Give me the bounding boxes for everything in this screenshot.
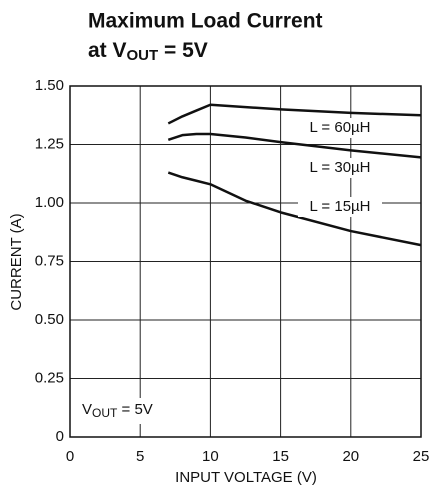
x-tick-label: 15 bbox=[272, 448, 289, 465]
x-tick-label: 20 bbox=[342, 448, 359, 465]
series-line bbox=[167, 132, 422, 159]
y-tick-label: 0.75 bbox=[35, 252, 64, 269]
y-tick-label: 1.50 bbox=[35, 77, 64, 94]
label-background bbox=[298, 158, 382, 178]
y-tick-label: 0.25 bbox=[35, 369, 64, 386]
series-label: L = 15µH bbox=[309, 198, 370, 215]
x-tick-label: 25 bbox=[413, 448, 430, 465]
chart-title: Maximum Load Current bbox=[88, 10, 323, 33]
annotation-subscript: OUT bbox=[92, 406, 118, 420]
series-line bbox=[167, 103, 422, 125]
subtitle-part: = 5V bbox=[158, 39, 208, 62]
x-tick-label: 10 bbox=[202, 448, 219, 465]
x-axis-label: INPUT VOLTAGE (V) bbox=[175, 469, 317, 486]
series-line bbox=[167, 171, 422, 247]
chart-subtitle: at VOUT = 5V bbox=[88, 39, 208, 64]
y-tick-label: 0.50 bbox=[35, 311, 64, 328]
x-tick-label: 5 bbox=[136, 448, 144, 465]
annotation-background bbox=[78, 398, 164, 424]
label-background bbox=[298, 118, 382, 138]
annotation-part: = 5V bbox=[117, 401, 152, 418]
plot-frame bbox=[69, 85, 422, 438]
subtitle-subscript: OUT bbox=[127, 47, 159, 64]
subtitle-part: at V bbox=[88, 39, 127, 62]
y-tick-label: 0 bbox=[56, 428, 64, 445]
series-label: L = 30µH bbox=[309, 159, 370, 176]
y-tick-label: 1.25 bbox=[35, 135, 64, 152]
series-label: L = 60µH bbox=[309, 119, 370, 136]
x-tick-label: 0 bbox=[66, 448, 74, 465]
annotation: VOUT = 5V bbox=[82, 401, 153, 420]
y-axis-label: CURRENT (A) bbox=[8, 213, 25, 310]
label-background bbox=[298, 197, 382, 217]
y-tick-label: 1.00 bbox=[35, 194, 64, 211]
annotation-part: V bbox=[82, 401, 92, 418]
